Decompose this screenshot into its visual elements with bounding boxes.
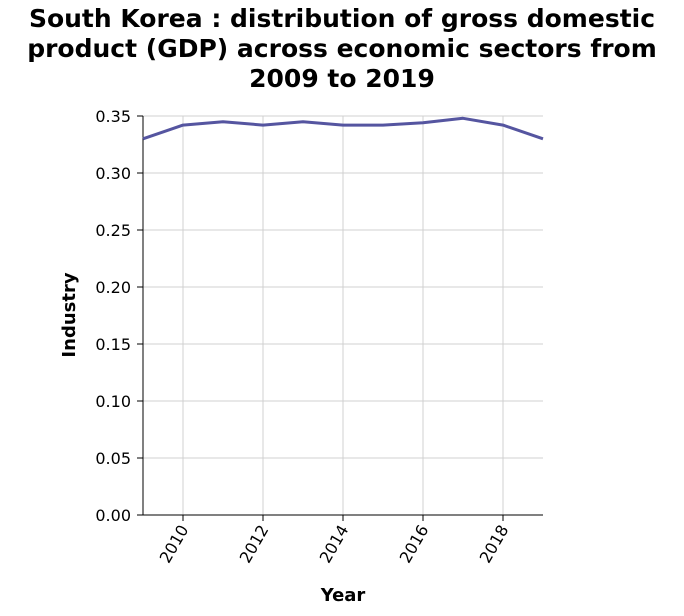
x-axis-label: Year: [320, 585, 366, 606]
y-tick-label: 0.25: [95, 221, 131, 240]
tick-labels: 0.00 0.05 0.10 0.15 0.20 0.25 0.30 0.35 2010 2012…: [95, 107, 512, 566]
y-tick-label: 0.00: [95, 506, 131, 525]
series-group: [142, 116, 544, 141]
x-tick-label: 2014: [316, 522, 353, 567]
x-tick-label: 2016: [396, 522, 433, 567]
y-tick-label: 0.10: [95, 392, 131, 411]
x-tick-label: 2012: [236, 522, 273, 567]
chart-title-line-2: product (GDP) across economic sectors fr…: [27, 34, 657, 63]
chart-title-line-1: South Korea : distribution of gross dome…: [28, 4, 656, 33]
y-tick-label: 0.05: [95, 449, 131, 468]
series-line-0: [142, 116, 544, 141]
y-axis-label: Industry: [59, 272, 80, 357]
chart-title: South Korea : distribution of gross dome…: [0, 4, 684, 94]
y-tick-label: 0.30: [95, 164, 131, 183]
axes: [137, 115, 543, 521]
y-tick-label: 0.15: [95, 335, 131, 354]
x-tick-label: 2010: [156, 522, 193, 567]
grid: [143, 115, 543, 516]
y-tick-label: 0.35: [95, 107, 131, 126]
x-tick-label: 2018: [476, 522, 513, 567]
chart-title-line-3: 2009 to 2019: [249, 64, 435, 93]
y-tick-label: 0.20: [95, 278, 131, 297]
